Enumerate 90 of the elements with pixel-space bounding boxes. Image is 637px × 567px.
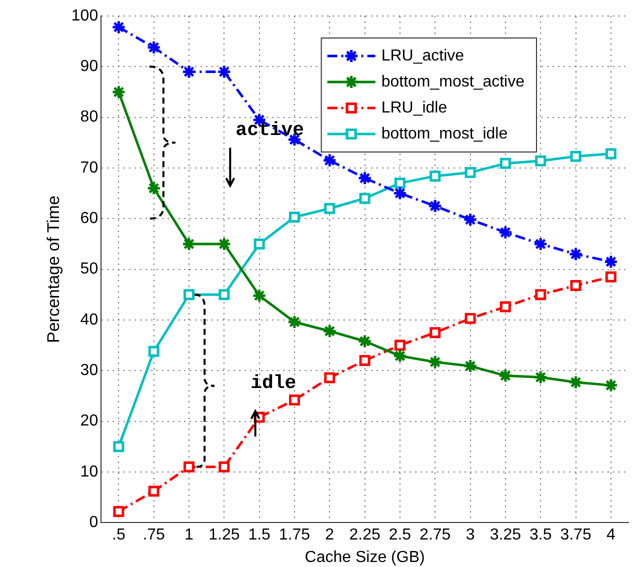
point: [498, 368, 513, 383]
point: [568, 246, 584, 262]
point: [111, 84, 126, 100]
x-axis-title: Cache Size (GB): [304, 548, 425, 566]
annotation: idle: [250, 372, 296, 394]
point: [535, 289, 546, 300]
y-tick-label: 70: [80, 159, 98, 176]
x-tick-label: .5: [112, 526, 126, 544]
point: [184, 461, 194, 472]
point: [111, 20, 126, 34]
point: [463, 358, 478, 374]
point: [288, 394, 300, 406]
point: [216, 64, 232, 79]
point: [288, 212, 300, 223]
x-tick-label: 1: [184, 526, 194, 544]
x-tick-label: 3: [466, 526, 475, 544]
point: [182, 64, 196, 79]
point: [464, 312, 476, 324]
y-tick-label: 20: [80, 412, 98, 430]
y-tick-label: 100: [71, 7, 98, 24]
x-tick-label: 2.75: [420, 526, 451, 544]
x-tick-label: 2.25: [349, 526, 380, 544]
point: [533, 370, 548, 384]
x-tick-label: 3.75: [560, 526, 592, 544]
point: [394, 340, 406, 351]
point: [148, 346, 160, 357]
point: [184, 289, 194, 300]
point: [394, 178, 406, 189]
point: [218, 461, 230, 472]
point: [500, 158, 511, 169]
x-tick-label: 1.75: [278, 526, 310, 544]
legend-label: bottom_most_active: [381, 73, 525, 90]
x-tick-label: 3.25: [490, 526, 522, 544]
point: [392, 186, 408, 201]
y-tick-label: 50: [80, 260, 98, 278]
y-tick-label: 10: [80, 463, 98, 480]
point: [430, 170, 441, 182]
point: [216, 236, 232, 252]
legend-label: bottom_most_idle: [381, 125, 508, 142]
point: [464, 167, 476, 178]
point: [182, 236, 196, 252]
y-tick-label: 90: [80, 58, 98, 76]
y-tick-label: 80: [80, 108, 98, 126]
point: [324, 203, 336, 214]
point: [428, 198, 442, 214]
x-tick-label: .75: [142, 526, 166, 544]
point: [218, 289, 230, 300]
point: [252, 288, 267, 303]
point: [146, 180, 162, 196]
point: [358, 334, 372, 348]
point: [113, 506, 124, 517]
point: [533, 236, 548, 252]
point: [324, 372, 336, 384]
point: [463, 212, 478, 227]
x-tick-label: 1.25: [208, 526, 240, 544]
point: [604, 378, 618, 393]
point: [535, 155, 546, 166]
point: [570, 280, 582, 292]
point: [254, 238, 265, 250]
x-tick-label: 1.5: [248, 526, 271, 544]
y-axis-title: Percentage of Time: [44, 196, 63, 344]
point: [392, 348, 408, 364]
point: [322, 153, 337, 168]
y-tick-label: 0: [89, 514, 98, 532]
point: [500, 301, 511, 312]
point: [359, 354, 370, 366]
point: [359, 192, 370, 204]
point: [568, 375, 584, 390]
point: [148, 486, 160, 497]
legend-label: LRU_idle: [381, 99, 448, 116]
point: [605, 148, 616, 160]
x-tick-label: 4: [606, 526, 616, 544]
y-tick-label: 40: [80, 311, 98, 328]
x-tick-label: 2: [325, 526, 334, 544]
y-tick-label: 30: [80, 362, 98, 380]
point: [287, 314, 302, 330]
y-tick-label: 60: [80, 210, 98, 228]
point: [604, 254, 618, 269]
point: [428, 354, 442, 370]
point: [498, 225, 513, 240]
point: [570, 150, 582, 162]
point: [113, 441, 124, 452]
point: [605, 271, 616, 282]
legend-label: LRU_active: [381, 47, 464, 64]
point: [146, 40, 162, 55]
x-tick-label: 3.5: [529, 526, 552, 544]
x-tick-label: 2.5: [388, 526, 412, 544]
point: [430, 327, 441, 338]
point: [322, 324, 337, 338]
point: [358, 170, 372, 186]
